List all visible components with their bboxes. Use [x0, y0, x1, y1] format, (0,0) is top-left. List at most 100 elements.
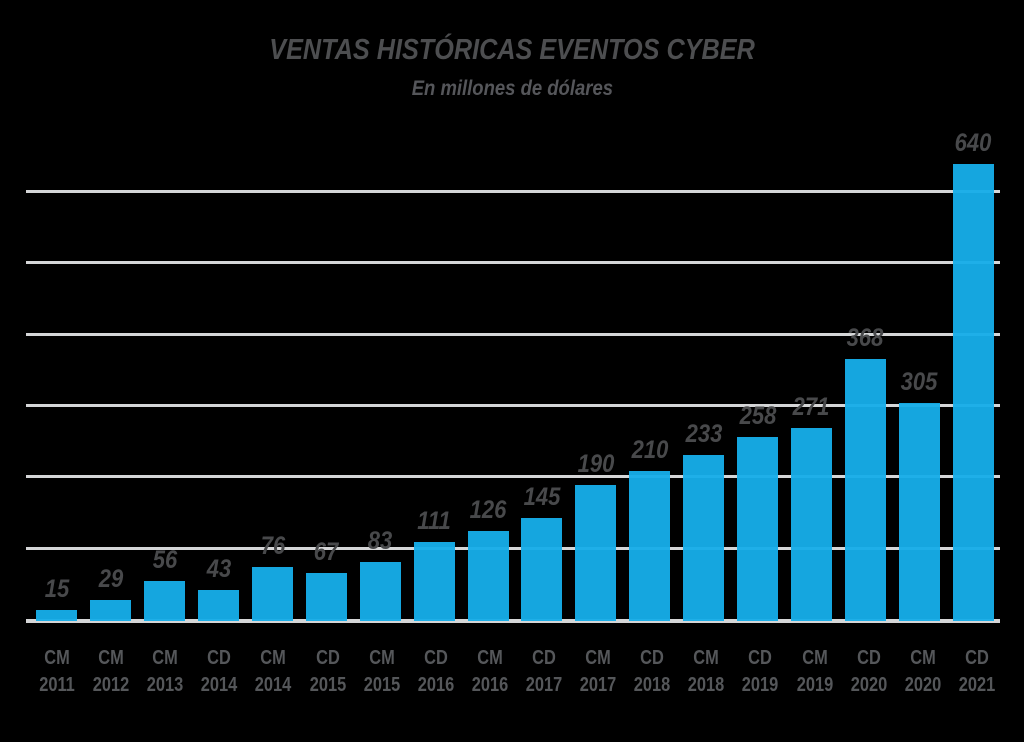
bar-value-label: 258: [739, 402, 776, 430]
bar-wrap: 640: [952, 129, 994, 621]
bar-wrap: 43: [198, 555, 240, 621]
bar-value-label: 305: [900, 368, 938, 396]
bar: [683, 455, 725, 621]
bar-slot: 368: [838, 140, 892, 621]
bar-value-label: 190: [577, 450, 615, 478]
bar: [90, 600, 132, 621]
x-tick-year: 2018: [633, 674, 671, 696]
bar: [359, 562, 401, 621]
chart-title: VENTAS HISTÓRICAS EVENTOS CYBER: [269, 34, 755, 66]
x-tick-year: 2019: [796, 674, 833, 696]
bar-slot: 126: [461, 140, 515, 621]
x-tick-year: 2016: [417, 674, 455, 696]
bar-wrap: 56: [144, 546, 186, 621]
bar: [252, 567, 293, 621]
bar: [413, 542, 455, 621]
x-tick-label: CM 2018: [684, 645, 728, 699]
x-tick-year: 2011: [39, 674, 75, 696]
bar-slot: 76: [246, 140, 300, 621]
x-tick-label: CM 2015: [360, 645, 404, 699]
x-tick-label: CD 2020: [847, 645, 891, 699]
bar-slot: 15: [30, 140, 84, 621]
bar: [575, 485, 617, 621]
x-tick-label: CD 2016: [414, 645, 458, 699]
x-tick-year: 2012: [92, 674, 130, 696]
bar-wrap: 258: [737, 402, 779, 621]
x-tick-period: CM: [98, 647, 124, 669]
bar: [952, 164, 994, 621]
bar: [844, 359, 886, 621]
x-tick-year: 2021: [958, 674, 996, 696]
x-tick-period: CD: [748, 647, 773, 669]
x-tick-period: CM: [801, 647, 828, 669]
bar-value-label: 56: [152, 546, 177, 574]
x-tick-period: CM: [368, 647, 395, 669]
x-tick-year: 2015: [363, 674, 400, 696]
x-tick-label: CD 2017: [522, 645, 566, 699]
bar-slot: 111: [407, 140, 461, 621]
bar: [898, 403, 940, 621]
bar-slot: 56: [138, 140, 192, 621]
bar: [144, 581, 186, 621]
x-tick-label: CD 2021: [955, 645, 999, 699]
bar-value-label: 43: [206, 555, 231, 583]
x-tick-year: 2019: [742, 674, 779, 696]
gridline-500: [26, 261, 1000, 264]
bar-slot: 233: [677, 140, 731, 621]
bar-slot: 305: [892, 140, 946, 621]
x-tick-label: CM 2016: [468, 645, 512, 699]
gridline-100: [26, 547, 1000, 550]
bar: [198, 590, 240, 621]
x-tick-period: CD: [207, 647, 232, 669]
gridline-200: [26, 475, 1000, 478]
bar-wrap: 210: [629, 436, 671, 621]
x-tick-label: CM 2020: [901, 645, 945, 699]
x-tick-year: 2018: [688, 674, 725, 696]
x-tick-label: CM 2014: [251, 645, 295, 699]
x-tick-year: 2016: [471, 674, 509, 696]
bar-value-label: 145: [523, 483, 561, 511]
bars-row: 15 29 56 43 76 67 83 111 126 145 190 210 233 258 271 36…: [30, 129, 1000, 621]
bar: [36, 610, 78, 621]
bar: [305, 573, 347, 621]
gridline-400: [26, 333, 1000, 336]
x-tick-year: 2013: [146, 674, 184, 696]
bar-value-label: 83: [368, 527, 393, 555]
bar-wrap: 67: [305, 538, 347, 621]
x-tick-label: CM 2019: [792, 645, 836, 699]
bar-slot: 83: [353, 140, 407, 621]
bar-wrap: 126: [467, 496, 509, 621]
x-tick-label: CD 2014: [197, 645, 241, 699]
x-tick-year: 2017: [579, 674, 617, 696]
bar-value-label: 368: [846, 324, 884, 352]
x-tick-year: 2020: [850, 674, 887, 696]
chart-header: VENTAS HISTÓRICAS EVENTOS CYBER En millo…: [0, 34, 1024, 101]
x-axis-baseline: [26, 619, 1000, 623]
bar-slot: 258: [731, 140, 785, 621]
bar-slot: 43: [192, 140, 246, 621]
x-tick-period: CM: [477, 647, 503, 669]
x-tick-year: 2014: [201, 674, 238, 696]
x-tick-year: 2017: [525, 674, 563, 696]
x-tick-year: 2020: [904, 674, 941, 696]
bar: [629, 471, 671, 621]
bar-wrap: 271: [790, 393, 832, 621]
x-tick-year: 2014: [255, 674, 292, 696]
bar-slot: 29: [84, 140, 138, 621]
gridline-300: [26, 404, 1000, 407]
bar-slot: 210: [623, 140, 677, 621]
x-tick-label: CM 2011: [35, 645, 79, 699]
x-tick-period: CM: [909, 647, 936, 669]
x-tick-period: CM: [44, 647, 70, 669]
bar-wrap: 233: [683, 420, 725, 621]
bar-wrap: 15: [36, 575, 78, 621]
x-tick-period: CD: [965, 647, 989, 669]
x-tick-label: CD 2015: [305, 645, 349, 699]
x-tick-label: CD 2018: [630, 645, 674, 699]
x-tick-year: 2015: [309, 674, 346, 696]
bar-wrap: 29: [90, 565, 132, 621]
bar-slot: 67: [299, 140, 353, 621]
x-tick-label: CD 2019: [738, 645, 782, 699]
bar-value-label: 29: [98, 565, 124, 593]
